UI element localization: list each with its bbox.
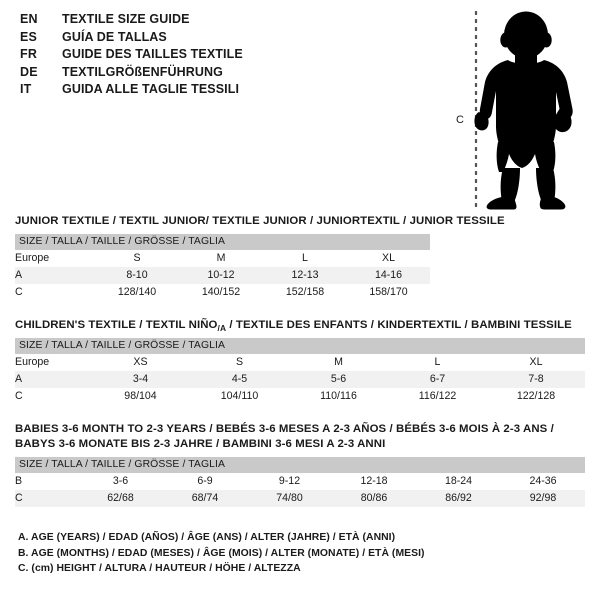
legend-line-c: C. (cm) HEIGHT / ALTURA / HAUTEUR / HÖHE… [18, 563, 301, 574]
section-babies-textile: BABIES 3-6 MONTH TO 2-3 YEARS / BEBÉS 3-… [15, 422, 586, 507]
children-size-table: SIZE / TALLA / TAILLE / GRÖSSE / TAGLIA … [15, 338, 586, 405]
section-heading-line2: BABYS 3-6 MONATE BIS 2-3 JAHRE / BAMBINI… [15, 438, 386, 450]
row-label: C [15, 286, 23, 298]
legend-block: A. AGE (YEARS) / EDAD (AÑOS) / ÂGE (ANS)… [18, 530, 488, 577]
language-code: ES [20, 29, 38, 44]
row-label: A [15, 371, 91, 388]
table-row: A 3-4 4-5 5-6 6-7 7-8 [15, 371, 586, 388]
language-row: EN TEXTILE SIZE GUIDE [20, 12, 440, 30]
cell-value: 92/98 [501, 490, 586, 507]
language-row: ES GUÍA DE TALLAS [20, 30, 440, 48]
language-code: IT [20, 82, 32, 96]
silhouette-body [474, 11, 573, 210]
table-row: Europe XS S M L XL [15, 354, 585, 371]
cell-value: 116/122 [418, 390, 457, 402]
cell-value: 74/80 [247, 490, 332, 507]
table-row: A 8-10 10-12 12-13 14-16 [15, 267, 431, 284]
language-row: IT GUIDA ALLE TAGLIE TESSILI [20, 82, 440, 100]
table-row: C 128/140 140/152 152/158 158/170 [15, 284, 430, 301]
band-label: SIZE / TALLA / TAILLE / GRÖSSE / TAGLIA [15, 234, 431, 250]
cell-value: 10-12 [179, 267, 263, 284]
table-row: Europe S M L XL [15, 250, 430, 267]
row-label: Europe [15, 356, 50, 368]
cell-value: 3-6 [112, 475, 129, 487]
language-code: DE [20, 64, 38, 79]
legend-line-b: B. AGE (MONTHS) / EDAD (MESES) / ÂGE (MO… [18, 547, 425, 559]
section-heading-line1: BABIES 3-6 MONTH TO 2-3 YEARS / BEBÉS 3-… [15, 423, 554, 435]
cell-value: 12-18 [360, 475, 388, 487]
language-row: DE TEXTILGRÖßENFÜHRUNG [20, 65, 440, 83]
measurement-label-c: C [456, 114, 464, 126]
cell-value: 98/104 [124, 390, 157, 402]
row-label: A [15, 267, 95, 284]
guide-title: GUIDE DES TAILLES TEXTILE [62, 47, 243, 61]
cell-value: 18-24 [444, 475, 473, 487]
section-heading-sub: /A [217, 322, 227, 333]
cell-value: 152/158 [285, 286, 325, 298]
cell-value: 6-9 [197, 475, 213, 487]
guide-title: TEXTILE SIZE GUIDE [62, 12, 190, 26]
cell-value: L [434, 356, 441, 368]
cell-value: 7-8 [487, 371, 586, 388]
section-heading-post: / TEXTILE DES ENFANTS / KINDERTEXTIL / B… [226, 319, 572, 331]
language-row: FR GUIDE DES TAILLES TEXTILE [20, 47, 440, 65]
cell-value: 3-4 [91, 371, 190, 388]
cell-value: 8-10 [95, 267, 179, 284]
cell-value: XL [529, 356, 543, 368]
cell-value: 5-6 [289, 371, 388, 388]
cell-value: 80/86 [332, 490, 416, 507]
cell-value: XL [382, 252, 395, 264]
height-illustration: C [448, 8, 596, 212]
cell-value: 24-36 [529, 475, 557, 487]
babies-size-table: SIZE / TALLA / TAILLE / GRÖSSE / TAGLIA … [15, 457, 586, 507]
cell-value: S [235, 356, 244, 368]
legend-line-a: A. AGE (YEARS) / EDAD (AÑOS) / ÂGE (ANS)… [18, 532, 396, 543]
guide-title: GUÍA DE TALLAS [62, 29, 167, 44]
cell-value: 122/128 [516, 390, 556, 402]
cell-value: 4-5 [190, 371, 289, 388]
section-childrens-textile: CHILDREN'S TEXTILE / TEXTIL NIÑO/A / TEX… [15, 318, 586, 405]
row-label: B [15, 475, 23, 487]
row-label: C [15, 490, 78, 507]
cell-value: 86/92 [416, 490, 501, 507]
table-row: C 62/68 68/74 74/80 80/86 86/92 92/98 [15, 490, 586, 507]
language-code: FR [20, 47, 38, 61]
band-label: SIZE / TALLA / TAILLE / GRÖSSE / TAGLIA [15, 457, 586, 473]
cell-value: XS [133, 356, 148, 368]
section-heading: CHILDREN'S TEXTILE / TEXTIL NIÑO/A / TEX… [15, 318, 585, 333]
language-code: EN [20, 12, 38, 26]
toddler-silhouette-icon [474, 11, 573, 210]
language-header-block: EN TEXTILE SIZE GUIDE ES GUÍA DE TALLAS … [20, 12, 440, 100]
cell-value: 158/170 [369, 286, 408, 298]
cell-value: 110/116 [320, 390, 357, 402]
junior-size-table: SIZE / TALLA / TAILLE / GRÖSSE / TAGLIA … [15, 234, 431, 301]
cell-value: L [302, 252, 308, 264]
table-row: C 98/104 104/110 110/116 116/122 122/128 [15, 388, 585, 405]
cell-value: 104/110 [220, 390, 259, 402]
cell-value: 62/68 [78, 490, 163, 507]
band-label: SIZE / TALLA / TAILLE / GRÖSSE / TAGLIA [15, 338, 586, 354]
guide-title: TEXTILGRÖßENFÜHRUNG [62, 64, 223, 79]
cell-value: 6-7 [388, 371, 487, 388]
guide-title: GUIDA ALLE TAGLIE TESSILI [62, 82, 240, 96]
cell-value: 12-13 [263, 267, 347, 284]
cell-value: S [133, 252, 141, 264]
cell-value: 9-12 [278, 475, 301, 487]
cell-value: 68/74 [163, 490, 247, 507]
cell-value: 140/152 [201, 286, 241, 298]
section-heading: JUNIOR TEXTILE / TEXTIL JUNIOR/ TEXTILE … [15, 215, 505, 227]
row-label: Europe [15, 252, 50, 264]
section-heading-pre: CHILDREN'S TEXTILE / TEXTIL NIÑO [15, 319, 218, 331]
row-label: C [15, 390, 23, 402]
cell-value: 14-16 [347, 267, 431, 284]
table-row: B 3-6 6-9 9-12 12-18 18-24 24-36 [15, 473, 585, 490]
cell-value: M [334, 356, 343, 368]
section-junior-textile: JUNIOR TEXTILE / TEXTIL JUNIOR/ TEXTILE … [15, 214, 505, 301]
table-band-row: SIZE / TALLA / TAILLE / GRÖSSE / TAGLIA [15, 457, 586, 473]
cell-value: 128/140 [117, 286, 157, 298]
cell-value: M [216, 252, 226, 264]
table-band-row: SIZE / TALLA / TAILLE / GRÖSSE / TAGLIA [15, 234, 431, 250]
table-band-row: SIZE / TALLA / TAILLE / GRÖSSE / TAGLIA [15, 338, 586, 354]
